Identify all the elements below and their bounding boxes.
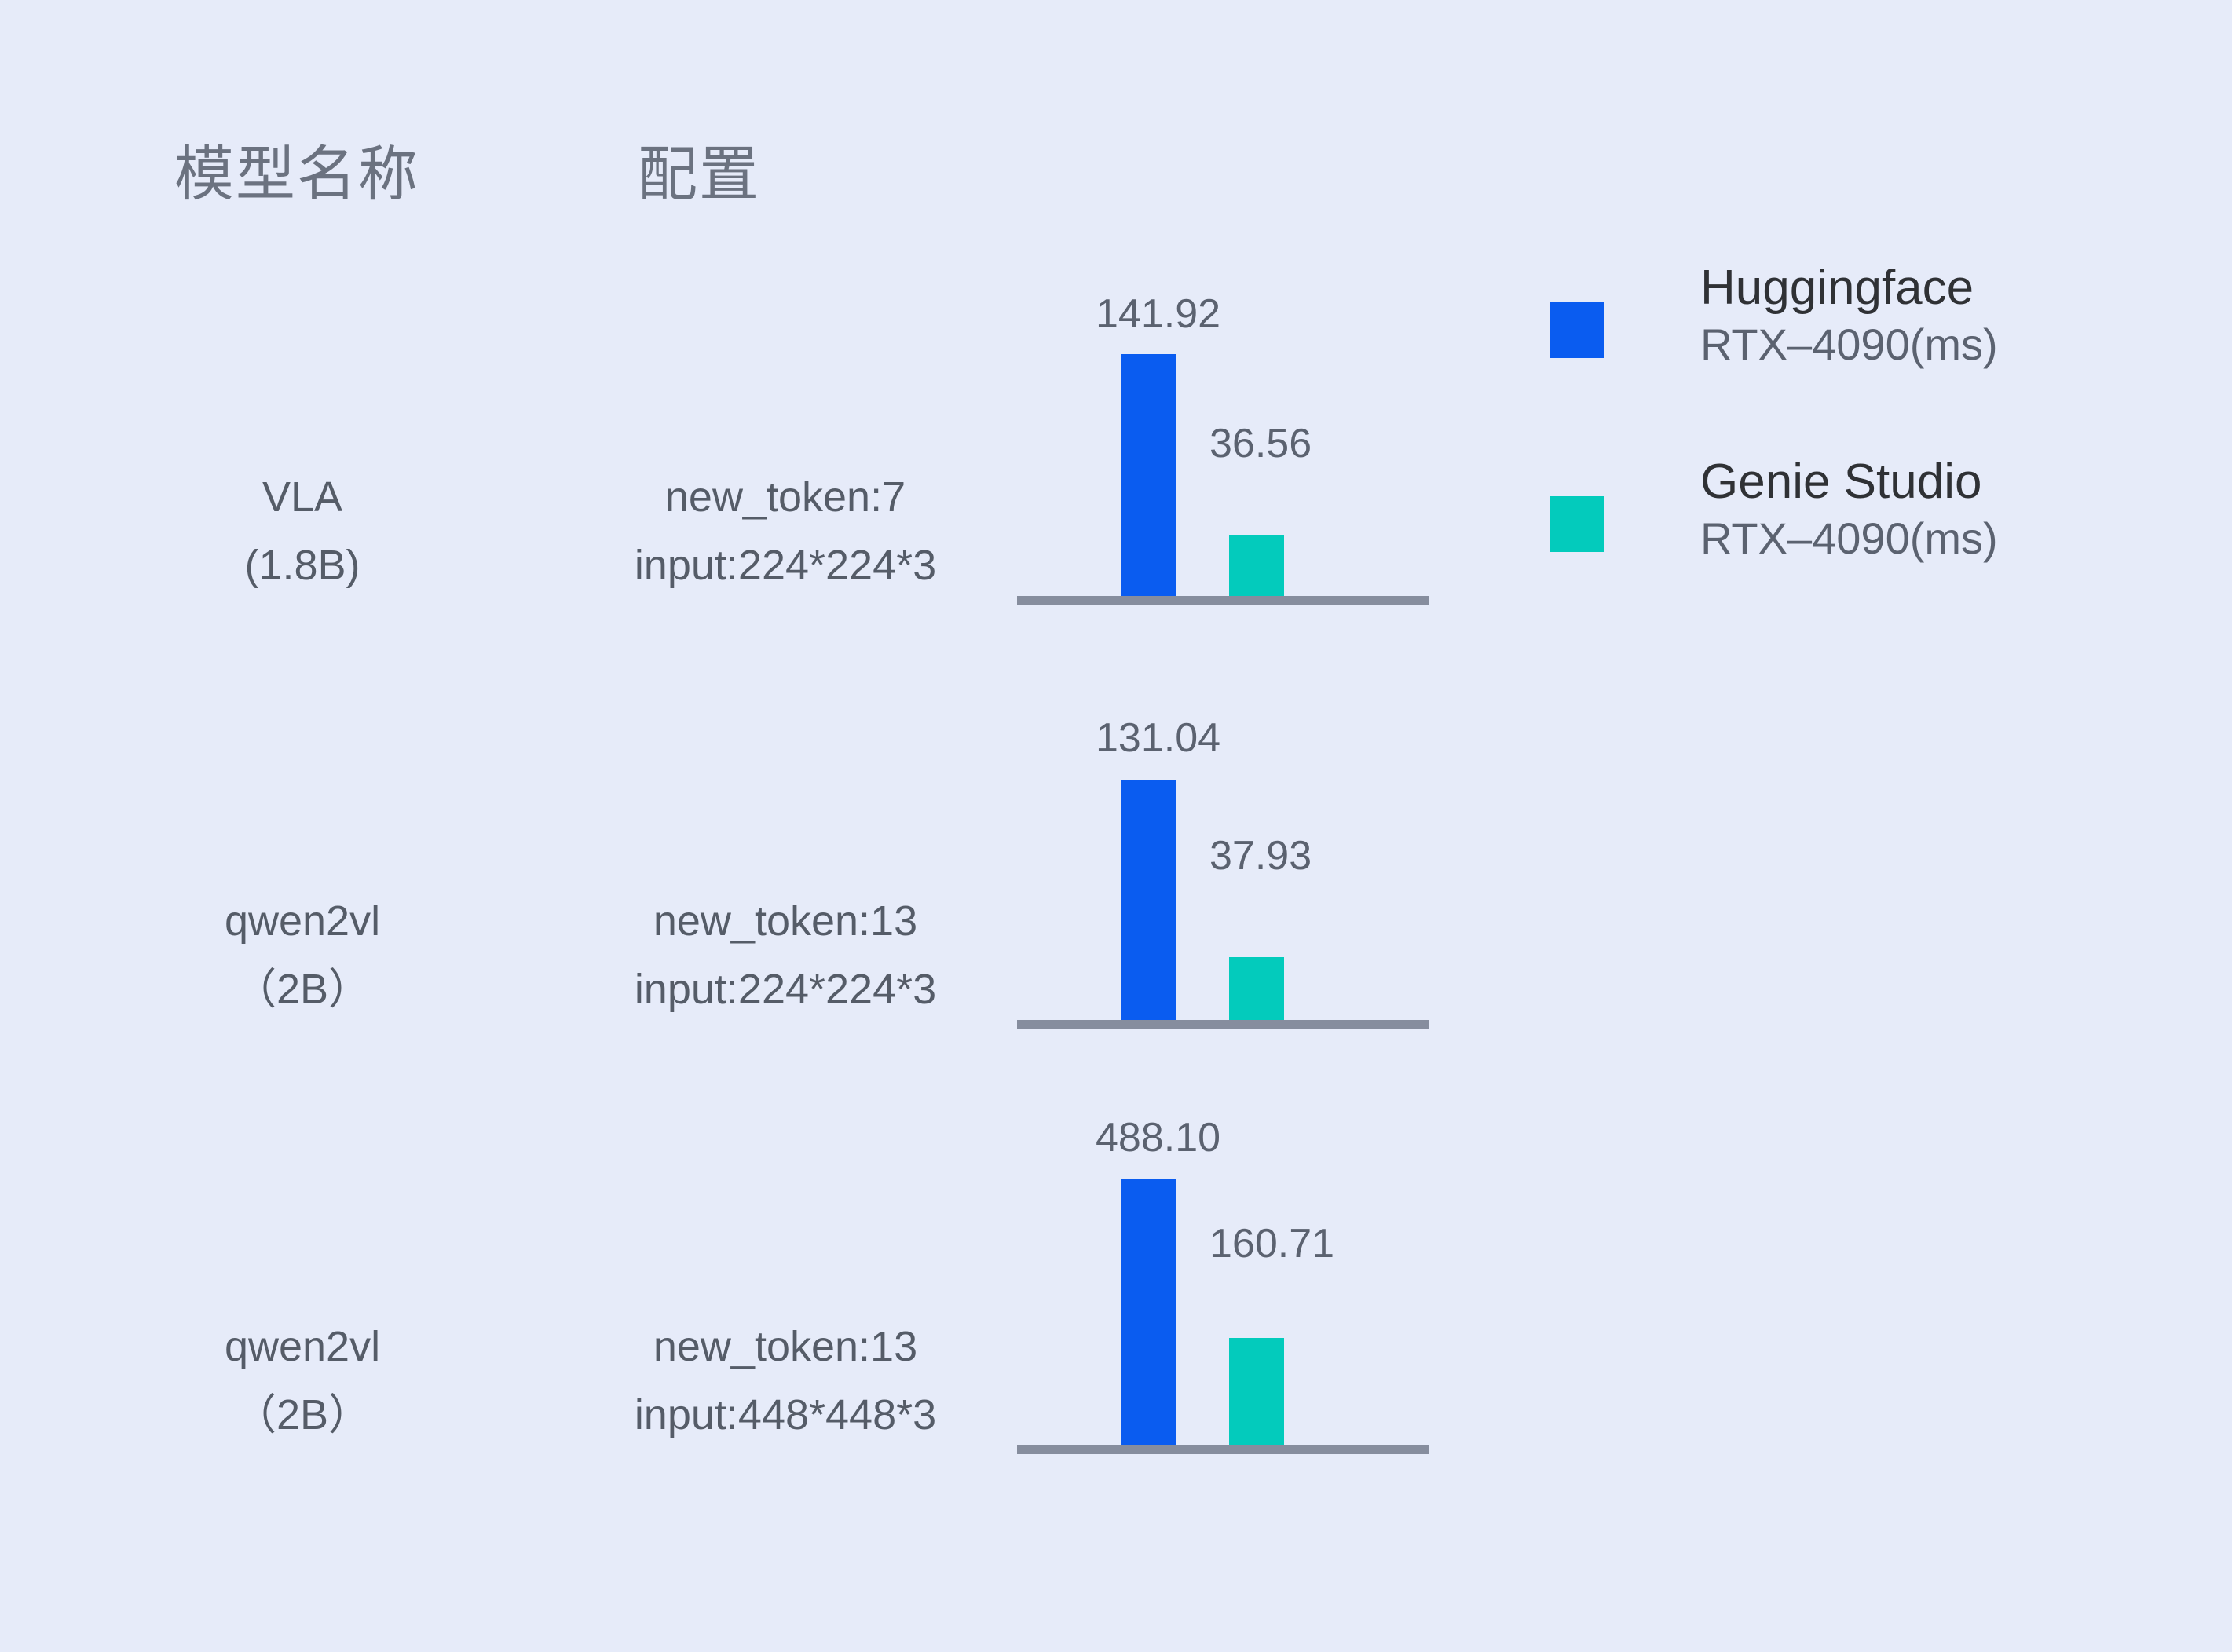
row-model-label: qwen2vl （2B） bbox=[134, 887, 471, 1025]
row-config-line2: input:448*448*3 bbox=[634, 1391, 937, 1439]
legend-item-subtitle: RTX–4090(ms) bbox=[1700, 320, 1998, 370]
panel-baseline bbox=[1017, 1020, 1429, 1029]
row-model-label: qwen2vl （2B） bbox=[134, 1313, 471, 1450]
legend-color-swatch-icon bbox=[1550, 496, 1604, 552]
bar-panel: 141.92 36.56 bbox=[1017, 291, 1429, 605]
legend-item-genie-studio: Genie Studio RTX–4090(ms) bbox=[1539, 453, 2168, 618]
row-model-line2: （2B） bbox=[233, 966, 371, 1014]
row-config-line1: new_token:13 bbox=[653, 1323, 918, 1370]
bar-genie-studio bbox=[1229, 535, 1284, 596]
legend-item-subtitle: RTX–4090(ms) bbox=[1700, 514, 1998, 564]
bar-value-label-genie: 36.56 bbox=[1209, 421, 1312, 466]
row-model-line1: qwen2vl bbox=[224, 1323, 381, 1370]
legend-item-title: Genie Studio bbox=[1700, 455, 1982, 509]
row-config-label: new_token:7 input:224*224*3 bbox=[487, 463, 1084, 601]
bar-genie-studio bbox=[1229, 957, 1284, 1020]
bar-panel: 131.04 37.93 bbox=[1017, 715, 1429, 1029]
row-config-line2: input:224*224*3 bbox=[634, 542, 937, 590]
bar-value-label-huggingface: 141.92 bbox=[1096, 291, 1221, 337]
legend-color-swatch-icon bbox=[1550, 302, 1604, 358]
bar-huggingface bbox=[1121, 780, 1176, 1020]
row-model-line1: qwen2vl bbox=[224, 897, 381, 945]
row-model-line2: (1.8B) bbox=[244, 542, 360, 590]
legend-item-title: Huggingface bbox=[1700, 261, 1974, 315]
panel-baseline bbox=[1017, 1446, 1429, 1454]
bar-panel: 488.10 160.71 bbox=[1017, 1115, 1429, 1454]
bar-value-label-genie: 160.71 bbox=[1209, 1221, 1335, 1266]
row-config-label: new_token:13 input:448*448*3 bbox=[487, 1313, 1084, 1450]
row-config-line1: new_token:7 bbox=[664, 473, 906, 521]
legend-item-text: Genie Studio RTX–4090(ms) bbox=[1700, 453, 2172, 567]
row-config-line2: input:224*224*3 bbox=[634, 966, 937, 1014]
row-model-line1: VLA bbox=[262, 473, 343, 521]
bar-value-label-genie: 37.93 bbox=[1209, 833, 1312, 879]
row-model-line2: （2B） bbox=[233, 1391, 371, 1439]
bar-value-label-huggingface: 131.04 bbox=[1096, 715, 1221, 761]
legend-item-text: Huggingface RTX–4090(ms) bbox=[1700, 259, 2172, 373]
bar-value-label-huggingface: 488.10 bbox=[1096, 1115, 1221, 1160]
column-header-model-name: 模型名称 bbox=[174, 141, 419, 208]
panel-baseline bbox=[1017, 596, 1429, 605]
legend-item-huggingface: Huggingface RTX–4090(ms) bbox=[1539, 259, 2168, 424]
bar-genie-studio bbox=[1229, 1338, 1284, 1446]
column-header-config: 配置 bbox=[638, 141, 760, 208]
row-config-line1: new_token:13 bbox=[653, 897, 918, 945]
row-config-label: new_token:13 input:224*224*3 bbox=[487, 887, 1084, 1025]
bar-huggingface bbox=[1121, 354, 1176, 596]
bar-huggingface bbox=[1121, 1179, 1176, 1452]
row-model-label: VLA (1.8B) bbox=[134, 463, 471, 601]
